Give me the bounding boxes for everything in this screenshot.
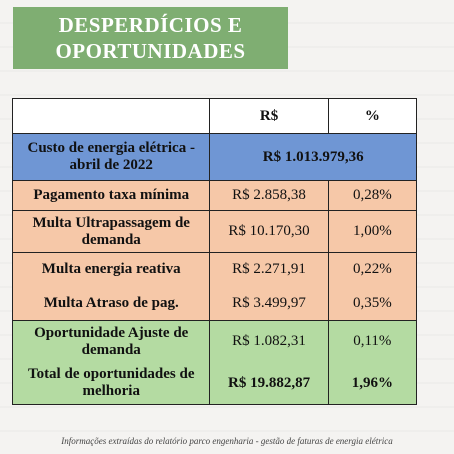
row-label: Multa energia reativa (11, 252, 211, 287)
waste-table: R$ % Custo de energia elétrica - abril d… (11, 98, 418, 405)
row-label: Total de oportunidades de melhoria (11, 362, 211, 405)
page-title: DESPERDÍCIOS E OPORTUNIDADES (13, 7, 288, 69)
title-line-2: OPORTUNIDADES (55, 39, 246, 63)
table-row: Pagamento taxa mínima R$ 2.858,38 0,28% (11, 180, 418, 211)
row-label: Oportunidade Ajuste de demanda (11, 320, 211, 363)
footer-note: Informações extraídas do relatório parco… (61, 436, 393, 446)
header-percent: % (327, 98, 418, 134)
table-row-total-opportunities: Total de oportunidades de melhoria R$ 19… (11, 362, 418, 405)
header-value: R$ (209, 98, 329, 134)
table-row: Multa Atraso de pag. R$ 3.499,97 0,35% (11, 286, 418, 321)
row-percent: 0,22% (327, 252, 418, 287)
row-label: Custo de energia elétrica - abril de 202… (11, 133, 211, 181)
table-row-total-cost: Custo de energia elétrica - abril de 202… (11, 133, 417, 181)
table-row: Multa Ultrapassagem de demanda R$ 10.170… (11, 210, 418, 253)
row-value: R$ 1.082,31 (209, 320, 329, 363)
row-percent: 1,00% (327, 210, 418, 253)
row-label: Multa Atraso de pag. (11, 286, 211, 321)
row-percent: 0,11% (327, 320, 418, 363)
row-percent: 0,28% (327, 180, 418, 211)
row-label: Pagamento taxa mínima (11, 180, 211, 211)
table-header-row: R$ % (11, 98, 418, 134)
row-value: R$ 19.882,87 (209, 362, 329, 405)
row-percent: 1,96% (327, 362, 418, 405)
row-percent: 0,35% (327, 286, 418, 321)
table-row: Multa energia reativa R$ 2.271,91 0,22% (11, 252, 418, 287)
row-value: R$ 1.013.979,36 (209, 133, 417, 181)
row-label: Multa Ultrapassagem de demanda (11, 210, 211, 253)
table-row: Oportunidade Ajuste de demanda R$ 1.082,… (11, 320, 418, 363)
title-line-1: DESPERDÍCIOS E (58, 13, 243, 37)
row-value: R$ 2.271,91 (209, 252, 329, 287)
row-value: R$ 10.170,30 (209, 210, 329, 253)
header-label (11, 98, 211, 134)
row-value: R$ 3.499,97 (209, 286, 329, 321)
row-value: R$ 2.858,38 (209, 180, 329, 211)
